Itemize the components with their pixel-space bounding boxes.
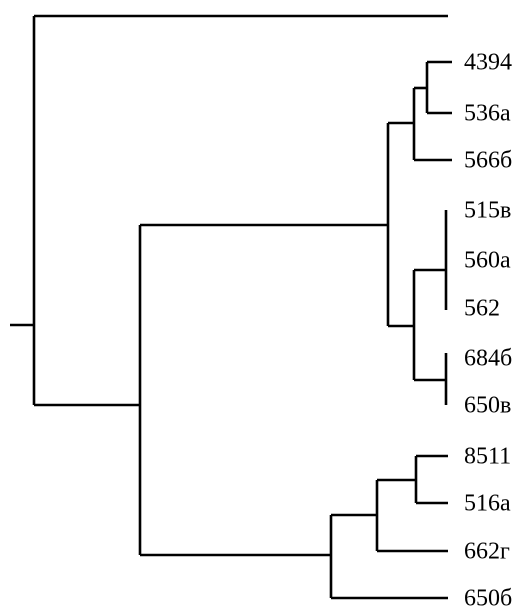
leaf-label: 536a	[464, 101, 511, 127]
leaf-label: 650в	[464, 393, 511, 419]
leaf-label: 662г	[464, 539, 510, 565]
leaf-label: 562	[464, 296, 500, 322]
leaf-label: 515в	[464, 198, 511, 224]
clade-a	[386, 60, 452, 405]
leaf-label: 4394	[464, 50, 512, 76]
ingroup-group	[138, 223, 388, 557]
clade-b	[329, 454, 448, 600]
leaf-label: 8511	[464, 444, 511, 470]
leaf-label: 650б	[464, 586, 512, 612]
leaf-label: 684б	[464, 346, 512, 372]
leaf-label: 560a	[464, 248, 511, 274]
leaf-label: 566б	[464, 148, 512, 174]
leaf-labels: 4394 536a 566б 515в 560a 562 684б 650в 8…	[464, 50, 512, 612]
leaf-label: 516a	[464, 491, 511, 517]
root-group	[10, 14, 448, 407]
